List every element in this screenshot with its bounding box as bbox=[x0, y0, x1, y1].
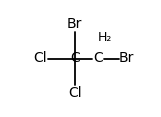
Text: Cl: Cl bbox=[33, 51, 47, 66]
Text: H₂: H₂ bbox=[98, 31, 112, 44]
Text: Br: Br bbox=[119, 51, 134, 66]
Text: Cl: Cl bbox=[68, 86, 81, 100]
Text: C: C bbox=[93, 51, 103, 66]
Text: Br: Br bbox=[67, 17, 82, 31]
Text: C: C bbox=[70, 51, 80, 66]
